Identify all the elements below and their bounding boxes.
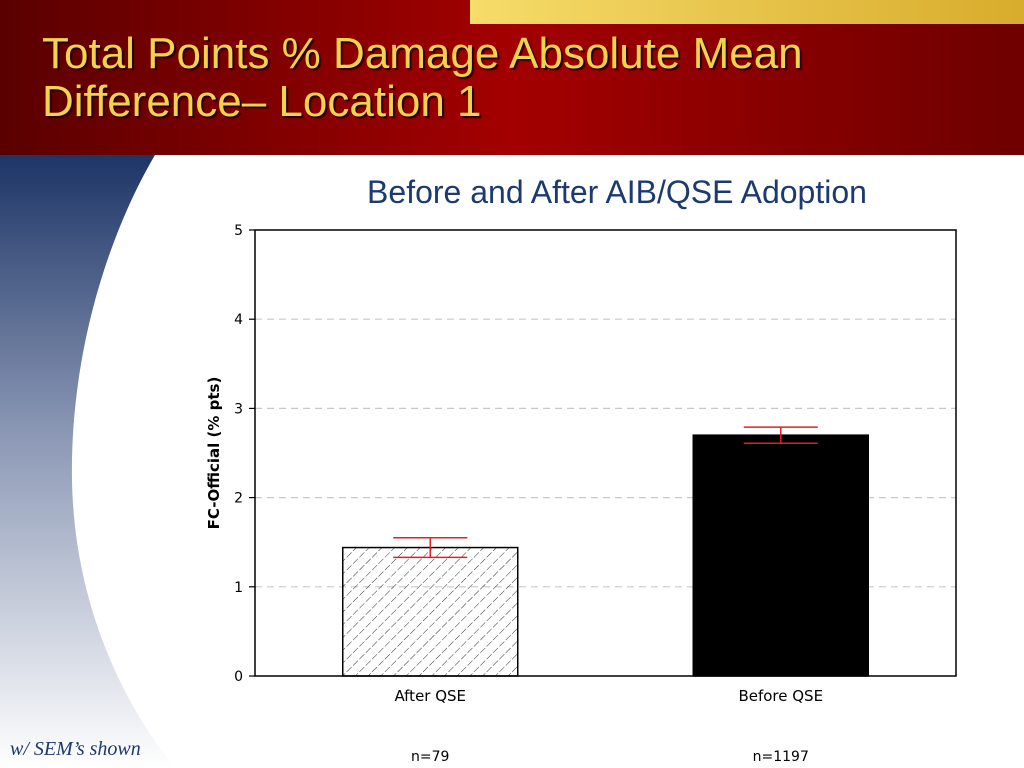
header-accent-strip (470, 0, 1024, 24)
gridlines (255, 318, 956, 588)
header-band (0, 0, 1024, 155)
sample-size-labels: n=79 n=1197 (411, 749, 809, 765)
slide-title: Total Points % Damage Absolute Mean Diff… (42, 30, 982, 126)
slide-title-line-1: Total Points % Damage Absolute Mean (42, 29, 803, 78)
y-tick-label: 2 (234, 491, 243, 507)
side-swoosh (0, 155, 175, 768)
x-axis-labels: After QSE Before QSE (394, 687, 823, 705)
y-tick-label: 0 (234, 669, 243, 685)
x-tick-label: After QSE (394, 687, 466, 705)
y-tick-label: 1 (234, 580, 243, 596)
y-axis-ticks: 0 1 2 3 4 5 (234, 223, 255, 685)
sem-footnote: w/ SEM’s shown (10, 738, 141, 760)
chart-title: Before and After AIB/QSE Adoption (367, 174, 867, 210)
sample-size-label: n=1197 (753, 749, 809, 765)
error-bars (393, 426, 818, 559)
y-tick-label: 3 (234, 401, 243, 417)
plot-frame (254, 229, 957, 677)
slide-title-line-2: Difference– Location 1 (42, 77, 482, 126)
bars (342, 434, 869, 677)
sample-size-label: n=79 (411, 749, 449, 765)
x-tick-label: Before QSE (738, 687, 823, 705)
y-axis-label: FC-Official (% pts) (205, 377, 223, 530)
bar-before-qse (692, 434, 869, 677)
y-tick-label: 4 (234, 312, 243, 328)
y-tick-label: 5 (234, 223, 243, 239)
bar-after-qse (342, 546, 519, 677)
